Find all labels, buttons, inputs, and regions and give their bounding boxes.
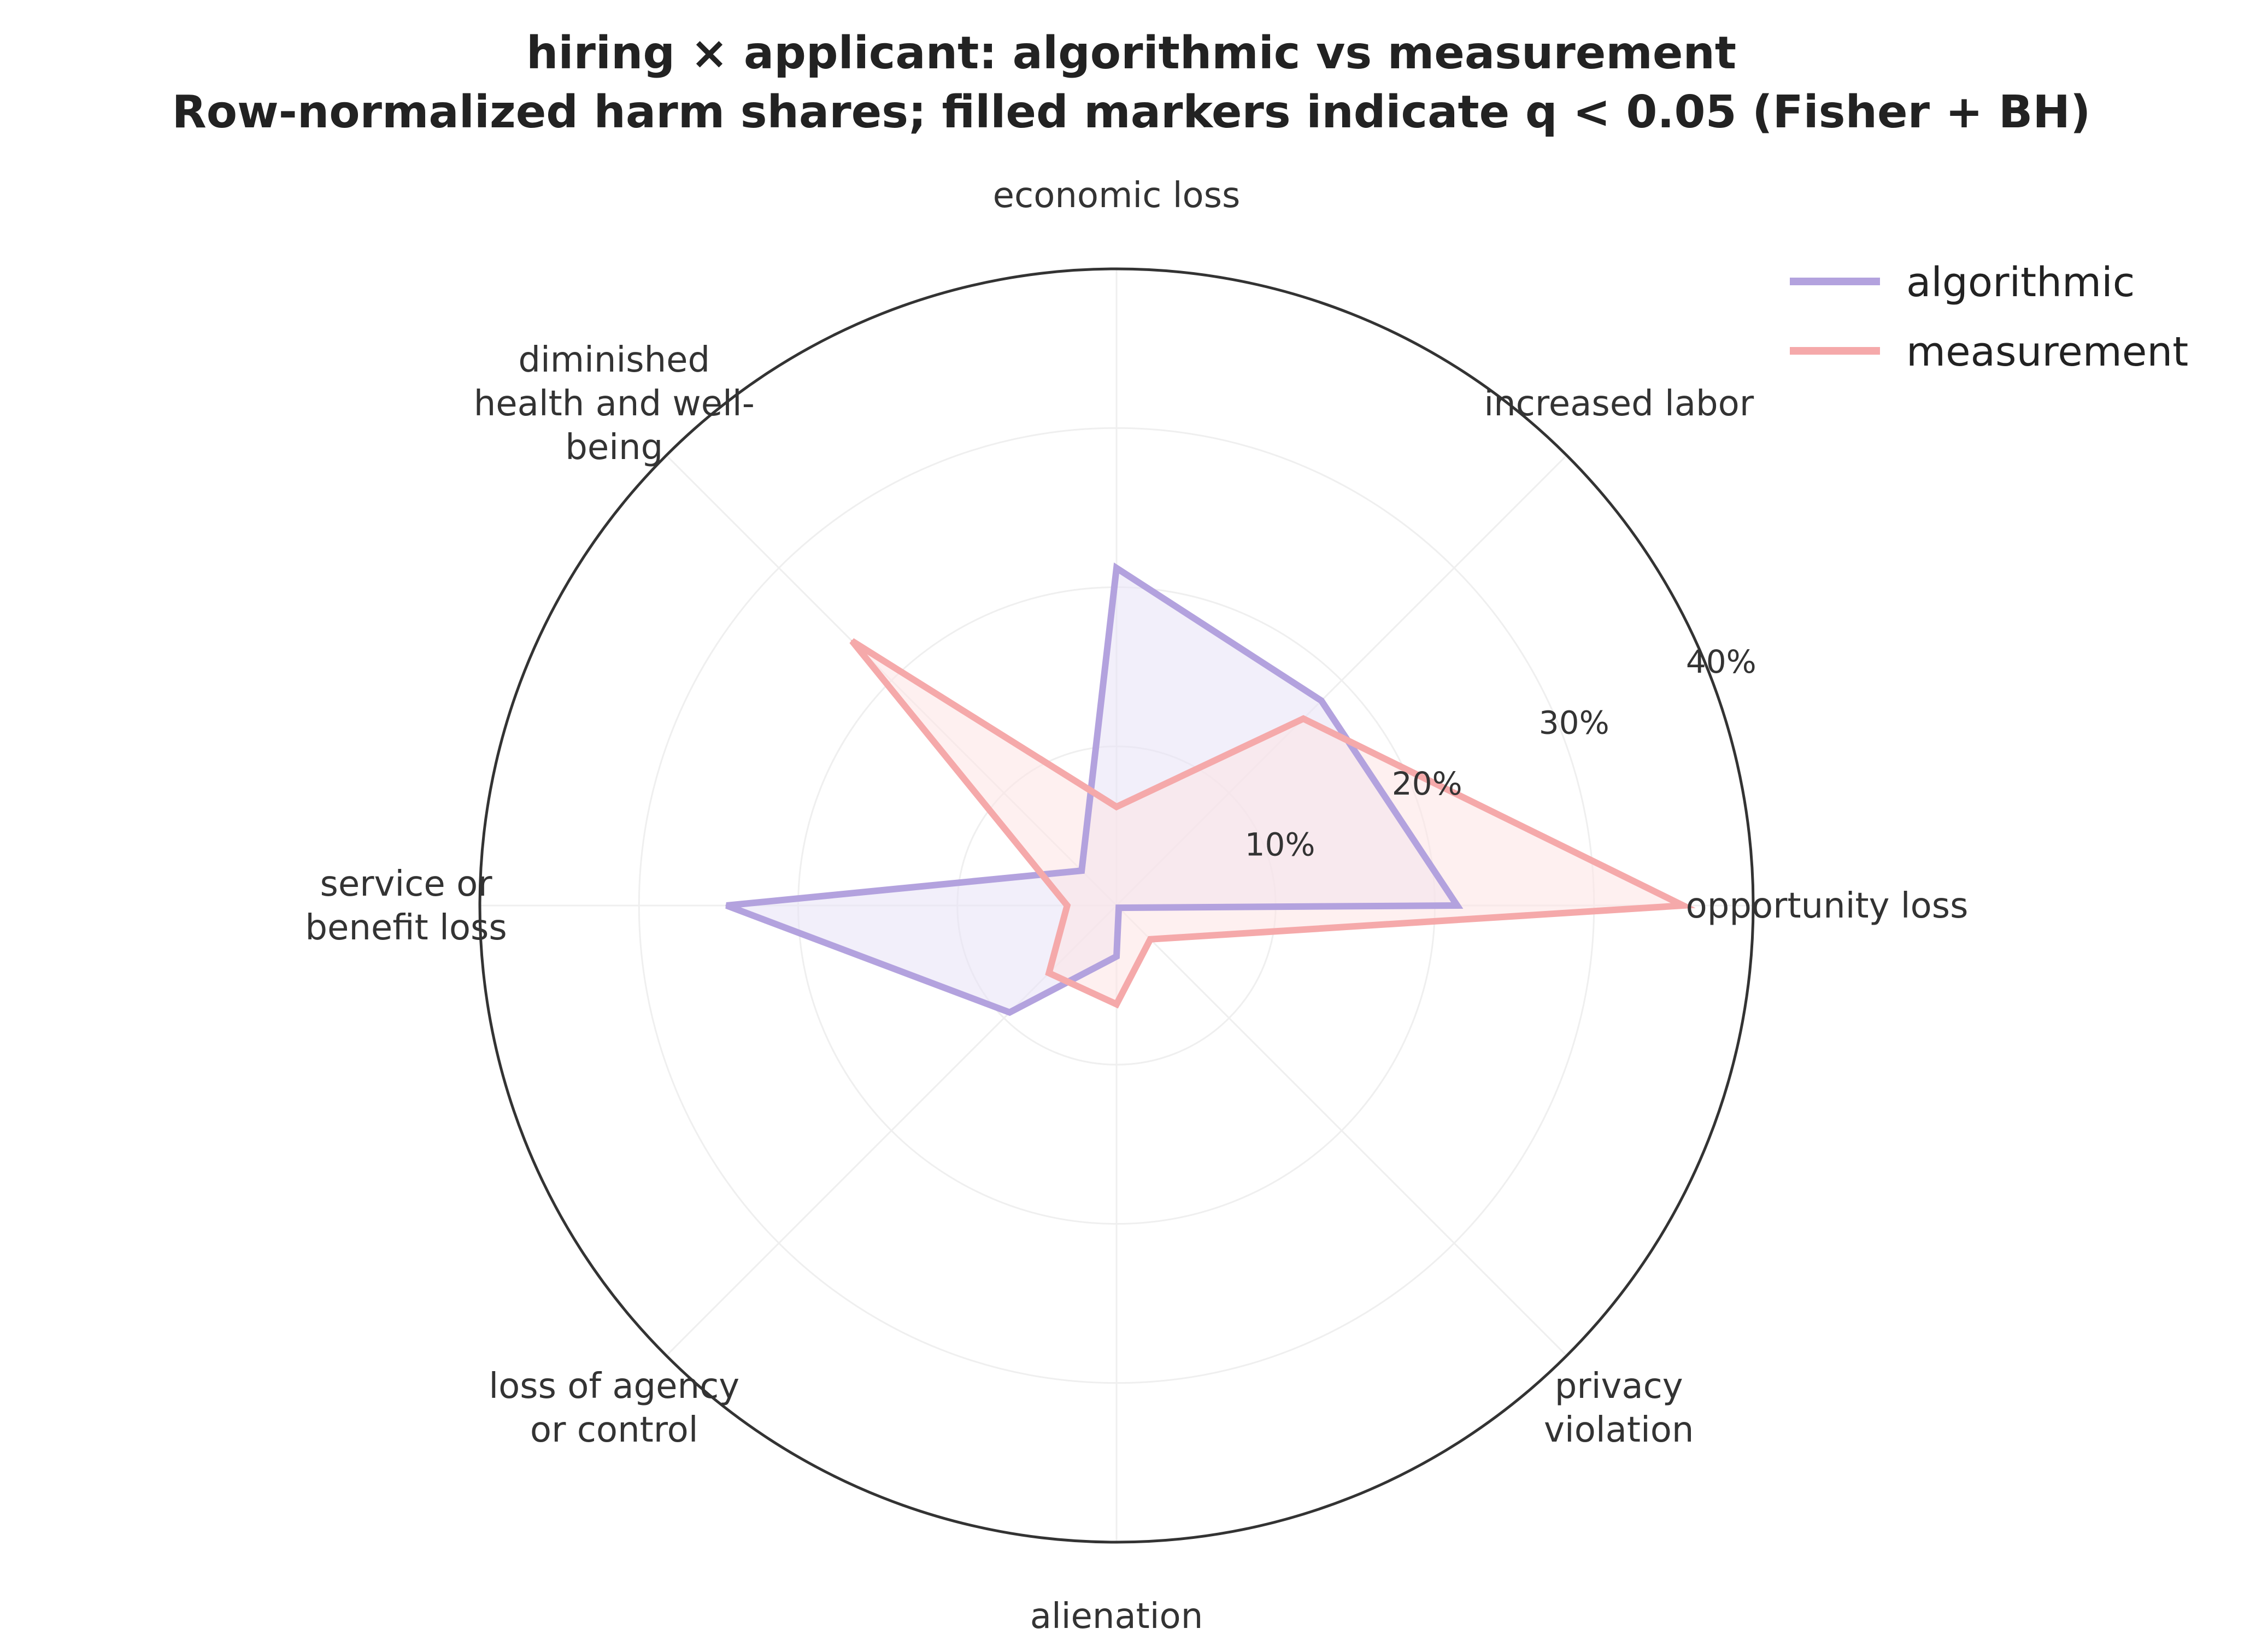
- axis-label-line: health and well-: [474, 384, 755, 424]
- series-area-measurement: [852, 641, 1683, 1004]
- axis-label-line: service or: [320, 864, 492, 904]
- legend: algorithmic measurement: [1790, 259, 2188, 375]
- data-point-measurement: [1066, 904, 1068, 907]
- axis-labels: opportunity loss increased labor economic …: [305, 175, 1968, 1637]
- data-point-measurement: [1048, 972, 1050, 974]
- radar-frame: [478, 267, 1755, 1544]
- axis-label-line: violation: [1544, 1410, 1694, 1450]
- axis-label: economic loss: [993, 175, 1241, 216]
- data-point-algorithmic: [1320, 699, 1323, 702]
- radial-tick-label: 40%: [1686, 643, 1756, 680]
- radial-tick-label: 30%: [1539, 704, 1609, 742]
- data-point-measurement: [851, 640, 854, 643]
- radial-tick-label: 20%: [1392, 765, 1462, 802]
- chart-title-line: hiring × applicant: algorithmic vs measu…: [526, 27, 1736, 79]
- data-point-algorithmic: [1115, 955, 1118, 958]
- radar-series: [725, 562, 1696, 1016]
- radial-tick-labels: 10% 20% 30% 40%: [1245, 643, 1756, 863]
- data-point-algorithmic: [1118, 907, 1120, 909]
- axis-label-line: opportunity loss: [1686, 886, 1969, 926]
- axis-label-line: benefit loss: [305, 908, 507, 948]
- axis-label-line: economic loss: [993, 175, 1241, 216]
- chart-title-line: Row-normalized harm shares; filled marke…: [172, 86, 2091, 138]
- data-point-algorithmic: [1008, 1011, 1011, 1014]
- axis-label-line: privacy: [1555, 1366, 1683, 1407]
- chart-title: hiring × applicant: algorithmic vs measu…: [172, 27, 2091, 138]
- axis-label-line: being: [565, 427, 663, 468]
- axis-label: increased labor: [1484, 384, 1754, 424]
- grid-spoke: [1115, 904, 1567, 1356]
- outer-circle: [478, 267, 1755, 1544]
- data-point-algorithmic: [1456, 904, 1459, 907]
- data-point-measurement: [1302, 718, 1305, 720]
- legend-label: algorithmic: [1906, 259, 2135, 306]
- data-point-measurement: [1115, 1003, 1118, 1006]
- axis-label: alienation: [1030, 1596, 1203, 1637]
- axis-label-line: alienation: [1030, 1596, 1203, 1637]
- axis-label-line: or control: [530, 1410, 698, 1450]
- data-point-algorithmic: [1115, 567, 1118, 569]
- axis-label-line: diminished: [518, 340, 710, 380]
- axis-label-line: loss of agency: [489, 1366, 739, 1407]
- axis-label-line: increased labor: [1484, 384, 1754, 424]
- legend-label: measurement: [1906, 328, 2188, 375]
- data-point-measurement: [1682, 904, 1684, 907]
- data-point-measurement: [1115, 806, 1118, 808]
- radial-tick-label: 10%: [1245, 826, 1315, 863]
- data-point-algorithmic: [725, 904, 728, 907]
- data-point-measurement: [1149, 938, 1151, 940]
- data-point-algorithmic: [1080, 869, 1083, 872]
- axis-label: opportunity loss: [1686, 886, 1969, 926]
